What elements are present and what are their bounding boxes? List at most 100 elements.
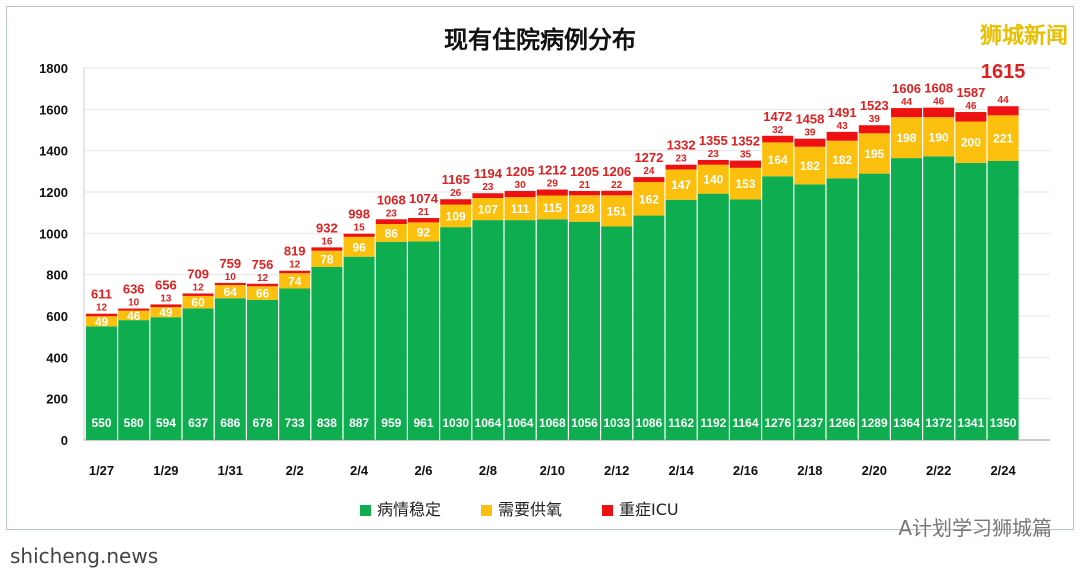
data-label-stable: 1086 bbox=[636, 416, 663, 430]
bar-segment-0 bbox=[891, 158, 922, 440]
bar-segment-2 bbox=[633, 177, 665, 183]
bar-segment-2 bbox=[923, 107, 955, 118]
data-label-icu: 43 bbox=[837, 121, 849, 132]
bar-segment-0 bbox=[408, 241, 439, 440]
bar-segment-2 bbox=[311, 247, 343, 251]
data-label-stable: 1372 bbox=[925, 416, 952, 430]
bar-segment-2 bbox=[697, 159, 729, 165]
total-label: 1472 bbox=[763, 109, 792, 124]
data-label-oxygen: 162 bbox=[639, 192, 659, 206]
data-label-oxygen: 96 bbox=[352, 240, 366, 254]
bar-segment-1 bbox=[536, 195, 568, 220]
total-label: 1205 bbox=[570, 164, 599, 179]
data-label-oxygen: 86 bbox=[385, 226, 399, 240]
total-label: 709 bbox=[187, 266, 209, 281]
x-tick-label: 1/31 bbox=[218, 463, 243, 478]
bar-segment-2 bbox=[955, 112, 987, 122]
data-label-oxygen: 46 bbox=[127, 309, 141, 323]
bar-segment-1 bbox=[343, 236, 375, 257]
bar-segment-1 bbox=[472, 197, 504, 221]
data-label-stable: 1192 bbox=[700, 416, 726, 430]
bar-segment-1 bbox=[987, 115, 1019, 161]
data-label-oxygen: 66 bbox=[256, 287, 270, 301]
total-label: 759 bbox=[219, 256, 241, 271]
data-label-oxygen: 78 bbox=[320, 252, 334, 266]
data-label-oxygen: 195 bbox=[864, 147, 884, 161]
data-label-icu: 35 bbox=[740, 150, 752, 161]
y-tick-label: 600 bbox=[46, 309, 68, 324]
bar-segment-0 bbox=[697, 193, 729, 440]
data-label-stable: 959 bbox=[381, 416, 401, 430]
total-label: 1352 bbox=[731, 134, 760, 149]
data-label-stable: 594 bbox=[156, 416, 176, 430]
data-label-icu: 23 bbox=[482, 182, 494, 193]
data-label-icu: 26 bbox=[450, 188, 462, 199]
bar-segment-1 bbox=[311, 250, 343, 267]
data-label-oxygen: 109 bbox=[446, 209, 466, 223]
bar-segment-1 bbox=[794, 146, 826, 185]
bar-segment-2 bbox=[891, 108, 922, 118]
data-label-stable: 678 bbox=[252, 416, 272, 430]
bar-segment-1 bbox=[569, 195, 600, 222]
bar-segment-2 bbox=[987, 106, 1019, 116]
data-label-icu: 24 bbox=[643, 166, 655, 177]
bar-segment-1 bbox=[891, 117, 922, 159]
bar-segment-0 bbox=[858, 173, 890, 440]
x-tick-label: 2/6 bbox=[414, 463, 432, 478]
total-label: 1205 bbox=[506, 164, 535, 179]
bar-segment-0 bbox=[247, 299, 278, 440]
bar-segment-0 bbox=[730, 199, 761, 440]
bar-segment-2 bbox=[472, 193, 504, 198]
bar-segment-2 bbox=[247, 283, 278, 287]
bar-segment-2 bbox=[182, 293, 214, 296]
data-label-icu: 12 bbox=[289, 260, 301, 271]
data-label-stable: 1164 bbox=[732, 416, 758, 430]
legend-swatch bbox=[602, 505, 614, 516]
bar-segment-1 bbox=[440, 204, 472, 228]
bar-segment-0 bbox=[150, 317, 182, 440]
total-label: 1206 bbox=[602, 164, 631, 179]
bar-segment-2 bbox=[118, 308, 150, 311]
bar-segment-0 bbox=[987, 161, 1019, 440]
data-label-icu: 30 bbox=[515, 180, 527, 191]
data-label-stable: 961 bbox=[413, 416, 433, 430]
data-label-oxygen: 182 bbox=[832, 153, 852, 167]
bar-segment-2 bbox=[569, 190, 600, 196]
bar-segment-0 bbox=[311, 266, 343, 440]
data-label-oxygen: 200 bbox=[961, 136, 981, 150]
bar-segment-1 bbox=[86, 316, 117, 327]
data-label-stable: 1341 bbox=[958, 416, 985, 430]
data-label-oxygen: 153 bbox=[735, 177, 755, 191]
x-tick-label: 1/27 bbox=[89, 463, 114, 478]
bar-segment-1 bbox=[601, 195, 633, 227]
data-label-oxygen: 221 bbox=[993, 132, 1013, 146]
total-label: 656 bbox=[155, 277, 177, 292]
y-tick-label: 1000 bbox=[39, 226, 68, 241]
data-label-oxygen: 198 bbox=[896, 131, 916, 145]
bar-segment-1 bbox=[182, 295, 214, 309]
data-label-icu: 10 bbox=[128, 298, 140, 309]
bar-segment-0 bbox=[214, 298, 246, 440]
bar-segment-0 bbox=[118, 320, 150, 440]
bar-segment-0 bbox=[569, 221, 600, 440]
data-label-stable: 580 bbox=[124, 416, 144, 430]
data-label-icu: 46 bbox=[933, 97, 945, 108]
bar-segment-2 bbox=[665, 164, 697, 170]
x-tick-label: 2/2 bbox=[286, 463, 304, 478]
chart-title: 现有住院病例分布 bbox=[444, 26, 636, 54]
bar-segment-0 bbox=[633, 215, 665, 440]
bar-segment-0 bbox=[923, 156, 955, 440]
data-label-oxygen: 64 bbox=[224, 285, 238, 299]
bar-segment-1 bbox=[247, 286, 278, 300]
data-label-icu: 44 bbox=[901, 97, 913, 108]
legend-swatch bbox=[360, 505, 371, 516]
bar-segment-1 bbox=[375, 224, 407, 242]
bar-segment-0 bbox=[472, 220, 504, 440]
data-label-oxygen: 49 bbox=[159, 306, 173, 320]
data-label-oxygen: 107 bbox=[478, 203, 498, 217]
x-tick-label: 2/8 bbox=[479, 463, 497, 478]
data-label-stable: 1289 bbox=[861, 416, 888, 430]
y-tick-label: 1600 bbox=[39, 102, 68, 117]
total-label: 1332 bbox=[667, 138, 696, 153]
total-label: 1194 bbox=[474, 166, 503, 181]
